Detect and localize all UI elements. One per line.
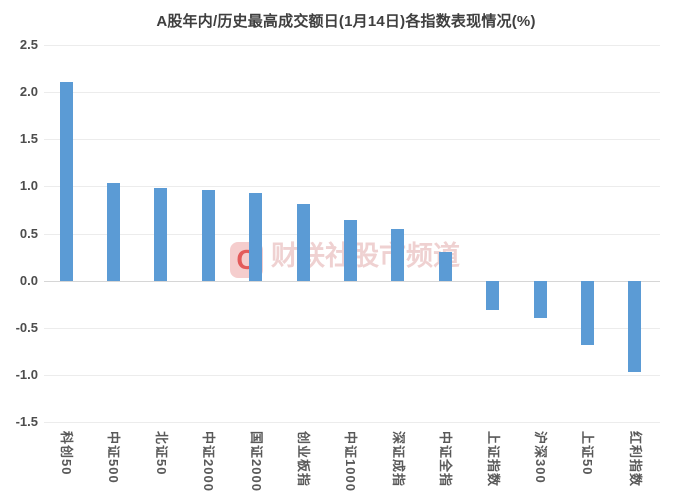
x-axis-category-label: 中证全指 bbox=[438, 431, 454, 488]
x-axis-category-label: 科创50 bbox=[59, 431, 74, 476]
bar-上证指数 bbox=[486, 280, 500, 310]
bar-中证2000 bbox=[201, 190, 215, 281]
y-axis-tick-label: -1.0 bbox=[15, 366, 38, 382]
bar-中证500 bbox=[106, 182, 120, 281]
x-axis-category-label: 北证50 bbox=[153, 431, 169, 476]
bar-红利指数 bbox=[628, 280, 642, 372]
y-axis-tick-label: -1.5 bbox=[15, 414, 38, 429]
gridline bbox=[44, 186, 660, 188]
gridline bbox=[44, 92, 660, 94]
bar-中证全指 bbox=[438, 252, 452, 281]
gridline bbox=[44, 327, 660, 329]
chart-title: A股年内/历史最高成交额日(1月14日)各指数表现情况(%) bbox=[156, 13, 536, 30]
bar-北证50 bbox=[154, 188, 168, 281]
x-axis-category-label: 中证500 bbox=[106, 431, 122, 484]
bar-深证成指 bbox=[391, 228, 405, 281]
y-axis-tick-label: 1.5 bbox=[19, 131, 38, 147]
bar-上证50 bbox=[580, 280, 594, 345]
y-axis-tick-label: 1.0 bbox=[19, 178, 38, 194]
bar-科创50 bbox=[59, 81, 73, 281]
x-axis-category-label: 沪深300 bbox=[533, 431, 548, 484]
x-axis-category-label: 中证1000 bbox=[343, 431, 359, 492]
x-axis-category-label: 深证成指 bbox=[390, 431, 406, 488]
x-axis-category-label: 上证50 bbox=[580, 431, 596, 476]
bar-沪深300 bbox=[533, 280, 547, 319]
y-axis-tick-label: -0.5 bbox=[15, 319, 38, 335]
gridline bbox=[44, 45, 660, 46]
x-axis-category-label: 创业板指 bbox=[296, 431, 311, 488]
y-axis-tick-label: 2.0 bbox=[19, 84, 38, 100]
x-axis-category-label: 中证2000 bbox=[201, 431, 217, 492]
gridline bbox=[44, 139, 660, 141]
x-axis-category-label: 红利指数 bbox=[627, 431, 643, 488]
bar-创业板指 bbox=[296, 204, 310, 281]
zero-gridline bbox=[44, 280, 660, 282]
y-axis-tick-label: 2.5 bbox=[19, 37, 38, 52]
y-axis-tick-label: 0.0 bbox=[19, 272, 38, 288]
bar-国证2000 bbox=[249, 193, 263, 281]
bar-中证1000 bbox=[343, 220, 357, 281]
x-axis-category-label: 国证2000 bbox=[248, 431, 264, 492]
gridline bbox=[44, 374, 660, 376]
y-axis-tick-label: 0.5 bbox=[19, 225, 38, 241]
x-axis-category-label: 上证指数 bbox=[485, 431, 501, 488]
gridline bbox=[44, 422, 660, 423]
